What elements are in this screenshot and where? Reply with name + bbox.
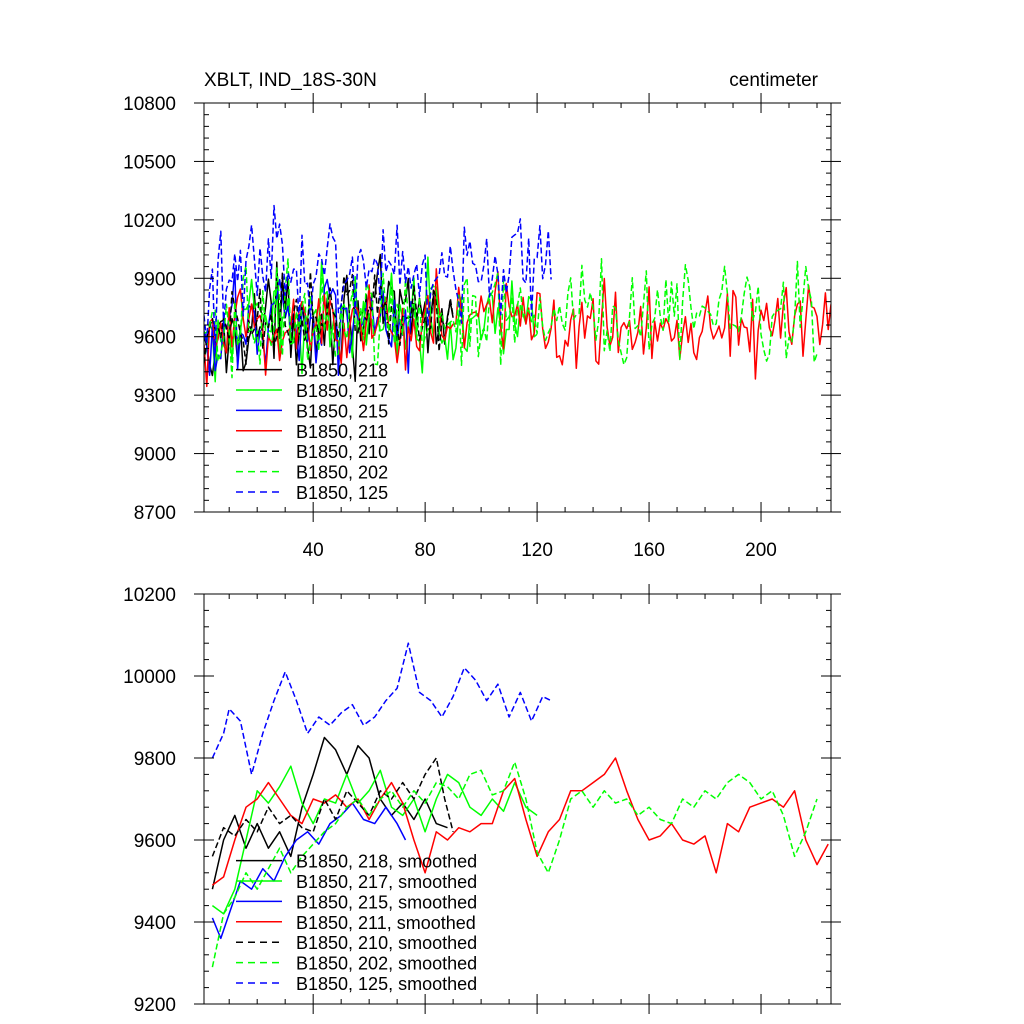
series-line — [204, 271, 454, 365]
legend-label: B1850, 218 — [296, 361, 388, 381]
y-tick-label: 10200 — [123, 211, 176, 232]
series-line — [211, 757, 454, 857]
legend-entry: B1850, 217 — [236, 381, 388, 401]
y-tick-label: 9200 — [134, 995, 176, 1016]
series-line — [211, 765, 538, 915]
plot-frame — [203, 593, 832, 1005]
x-tick-label: 160 — [633, 540, 665, 561]
y-tick-label: 9600 — [134, 328, 176, 349]
legend-entry: B1850, 211, smoothed — [236, 913, 476, 933]
legend-label: B1850, 211 — [296, 422, 387, 442]
plot-frame — [203, 102, 832, 513]
y-tick-label: 10200 — [123, 585, 176, 606]
legend-label: B1850, 125 — [296, 483, 388, 503]
y-tick-label: 9300 — [134, 386, 176, 407]
data-lines — [204, 204, 831, 388]
legend-entry: B1850, 202 — [236, 463, 388, 483]
legend-label: B1850, 202 — [296, 463, 388, 483]
y-tick-label: 9000 — [134, 445, 176, 466]
legend-entry: B1850, 215, smoothed — [236, 892, 477, 912]
series-line — [204, 267, 412, 377]
y-tick-label: 9400 — [134, 913, 176, 934]
y-tick-label: 10500 — [123, 152, 176, 173]
legend-entry: B1850, 215 — [236, 401, 388, 421]
x-tick-label: 120 — [521, 540, 553, 561]
legend-entry: B1850, 210 — [236, 442, 388, 462]
legend-label: B1850, 210 — [296, 442, 388, 462]
top-panel: 40 80 120 160 200 8700 9000 9300 9600 9900 10200 10… — [123, 93, 841, 561]
series-line — [204, 258, 818, 379]
bottom-panel: 9200 9400 9600 9800 10000 10200 B1850, 218, sm… — [123, 584, 841, 1016]
units-label: centimeter — [729, 70, 818, 91]
legend-label: B1850, 217, smoothed — [296, 872, 477, 892]
series-line — [211, 642, 552, 776]
plot-title: XBLT, IND_18S-30N — [204, 70, 377, 91]
y-tick-label: 9800 — [134, 749, 176, 770]
legend-label: B1850, 210, smoothed — [296, 933, 477, 953]
series-line — [204, 204, 552, 354]
series-line — [211, 757, 829, 886]
legend-label: B1850, 215, smoothed — [296, 892, 477, 912]
x-tick-label: 200 — [745, 540, 777, 561]
x-tick-label: 40 — [303, 540, 324, 561]
legend-entry: B1850, 211 — [236, 422, 387, 442]
legend-entry: B1850, 125 — [236, 483, 388, 503]
y-tick-label: 10000 — [123, 667, 176, 688]
legend-entry: B1850, 210, smoothed — [236, 933, 477, 953]
legend-label: B1850, 217 — [296, 381, 388, 401]
y-tick-label: 8700 — [134, 503, 176, 524]
legend-label: B1850, 202, smoothed — [296, 954, 477, 974]
legend-label: B1850, 211, smoothed — [296, 913, 476, 933]
legend-label: B1850, 125, smoothed — [296, 974, 477, 994]
y-tick-label: 10800 — [123, 94, 176, 115]
y-tick-label: 9600 — [134, 831, 176, 852]
legend-entry: B1850, 218 — [236, 361, 388, 381]
legend-entry: B1850, 218, smoothed — [236, 852, 477, 872]
legend-label: B1850, 215 — [296, 401, 388, 421]
y-tick-label: 9900 — [134, 269, 176, 290]
x-tick-label: 80 — [415, 540, 436, 561]
legend-entry: B1850, 125, smoothed — [236, 974, 477, 994]
legend-label: B1850, 218, smoothed — [296, 852, 477, 872]
series-line — [211, 736, 448, 890]
legend-entry: B1850, 217, smoothed — [236, 872, 477, 892]
legend-entry: B1850, 202, smoothed — [236, 954, 477, 974]
